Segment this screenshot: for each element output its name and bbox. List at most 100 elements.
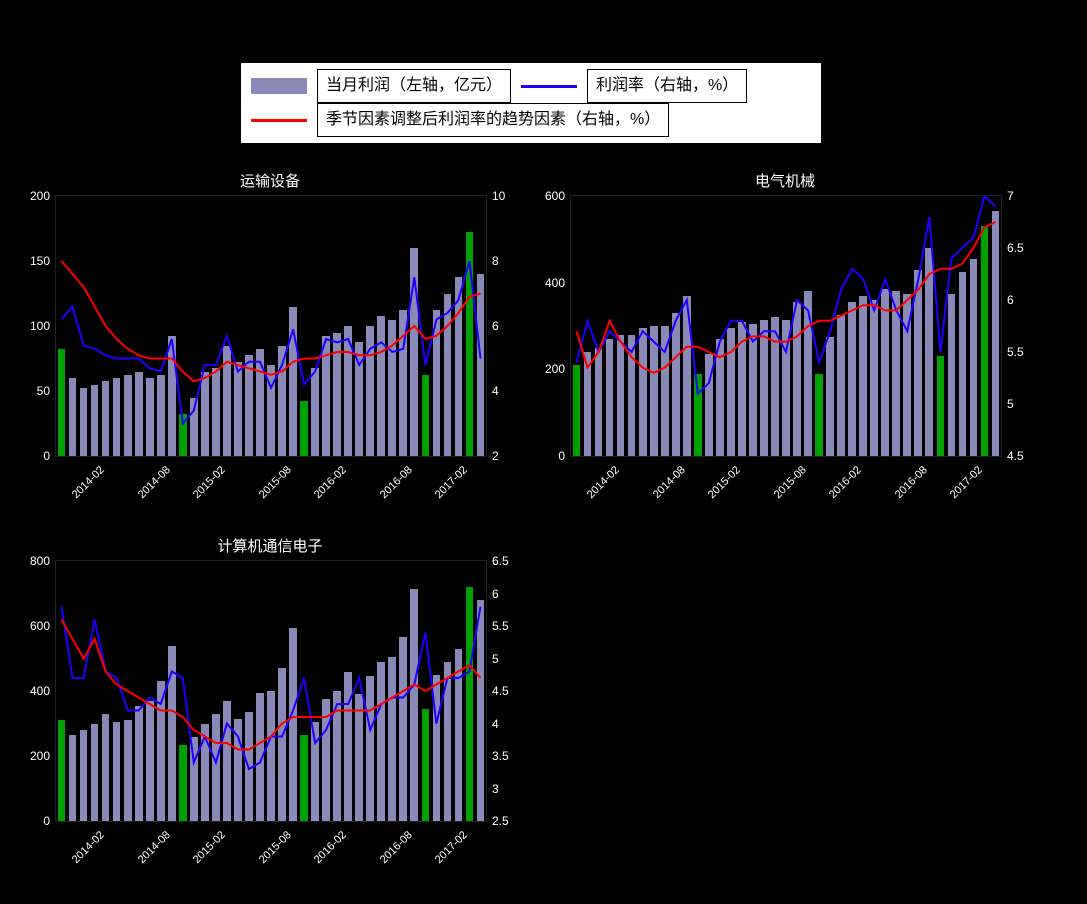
bar [859, 296, 867, 456]
bar [91, 724, 99, 822]
y-right-tick: 5 [1007, 397, 1014, 411]
panel-a: 运输设备0501001502002468102014-022014-082015… [55, 170, 487, 457]
plot-area: 02004006004.555.566.572014-022014-082015… [570, 195, 1002, 457]
bar [455, 649, 463, 821]
bar [782, 320, 790, 457]
bar [694, 374, 702, 456]
bar [289, 307, 297, 457]
panel-c: 计算机通信电子02004006008002.533.544.555.566.52… [55, 535, 487, 822]
x-tick-label: 2014-02 [69, 464, 106, 501]
bar [970, 259, 978, 456]
y-left-tick: 0 [10, 814, 50, 828]
bar [256, 693, 264, 821]
bar [377, 316, 385, 456]
bar [399, 637, 407, 821]
legend-line-red [251, 119, 307, 122]
bar [256, 349, 264, 456]
bar [410, 248, 418, 456]
bar [157, 681, 165, 821]
bar [422, 375, 430, 456]
plot-area: 0501001502002468102014-022014-082015-022… [55, 195, 487, 457]
bar [124, 375, 132, 456]
bar [333, 691, 341, 821]
bar [399, 310, 407, 456]
bar [179, 745, 187, 821]
bar [102, 714, 110, 821]
y-right-tick: 6 [1007, 293, 1014, 307]
y-right-tick: 3 [492, 782, 499, 796]
bar [124, 720, 132, 821]
bar [212, 368, 220, 456]
bar [245, 355, 253, 456]
x-tick-label: 2014-08 [135, 464, 172, 501]
x-tick-label: 2014-08 [135, 829, 172, 866]
bar [661, 326, 669, 456]
bar [212, 714, 220, 821]
bar [91, 385, 99, 457]
bar [322, 699, 330, 821]
legend-label-bars: 当月利润（左轴，亿元） [317, 69, 511, 103]
bar [959, 272, 967, 456]
bar [311, 722, 319, 821]
y-left-tick: 400 [10, 684, 50, 698]
bar [705, 354, 713, 456]
legend-swatch-bars [251, 78, 307, 94]
y-right-tick: 5.5 [492, 619, 509, 633]
legend: 当月利润（左轴，亿元） 利润率（右轴，%） 季节因素调整后利润率的趋势因素（右轴… [240, 62, 822, 144]
bar [606, 339, 614, 456]
bar [69, 378, 77, 456]
y-right-tick: 6.5 [492, 554, 509, 568]
bar [278, 668, 286, 821]
x-tick-label: 2016-02 [312, 829, 349, 866]
bar [410, 589, 418, 821]
bar [344, 672, 352, 822]
panel-title: 电气机械 [570, 170, 1000, 191]
y-right-tick: 5.5 [1007, 345, 1024, 359]
bar [892, 291, 900, 456]
bar [650, 326, 658, 456]
bar [925, 248, 933, 456]
bar [477, 274, 485, 456]
x-tick-label: 2016-08 [893, 464, 930, 501]
bar [804, 291, 812, 456]
bar [672, 313, 680, 456]
bar [157, 375, 165, 456]
bar [245, 712, 253, 821]
bar [466, 232, 474, 456]
x-tick-label: 2015-08 [257, 829, 294, 866]
bar [992, 211, 1000, 456]
y-left-tick: 150 [10, 254, 50, 268]
y-right-tick: 2.5 [492, 814, 509, 828]
bar [444, 294, 452, 457]
bar [639, 328, 647, 456]
bar [355, 694, 363, 821]
plot-area: 02004006008002.533.544.555.566.52014-022… [55, 560, 487, 822]
bar [422, 709, 430, 821]
bar [234, 362, 242, 456]
y-left-tick: 0 [10, 449, 50, 463]
bar [300, 401, 308, 456]
y-left-tick: 200 [10, 749, 50, 763]
bar [80, 730, 88, 821]
x-tick-label: 2016-02 [312, 464, 349, 501]
bar [903, 294, 911, 457]
bar [815, 374, 823, 456]
y-right-tick: 5 [492, 652, 499, 666]
bar [749, 324, 757, 456]
legend-row-line2: 季节因素调整后利润率的趋势因素（右轴，%） [251, 103, 811, 137]
bar [477, 600, 485, 821]
bar [135, 706, 143, 821]
bar [80, 388, 88, 456]
legend-label-line2: 季节因素调整后利润率的趋势因素（右轴，%） [317, 103, 669, 137]
legend-row-bar: 当月利润（左轴，亿元） 利润率（右轴，%） [251, 69, 811, 103]
bar [146, 701, 154, 821]
x-tick-label: 2016-02 [827, 464, 864, 501]
bar [278, 346, 286, 457]
y-left-tick: 400 [525, 276, 565, 290]
bar [201, 724, 209, 822]
bar [683, 296, 691, 456]
x-tick-label: 2014-02 [69, 829, 106, 866]
bar [881, 289, 889, 456]
y-left-tick: 0 [525, 449, 565, 463]
y-left-tick: 100 [10, 319, 50, 333]
